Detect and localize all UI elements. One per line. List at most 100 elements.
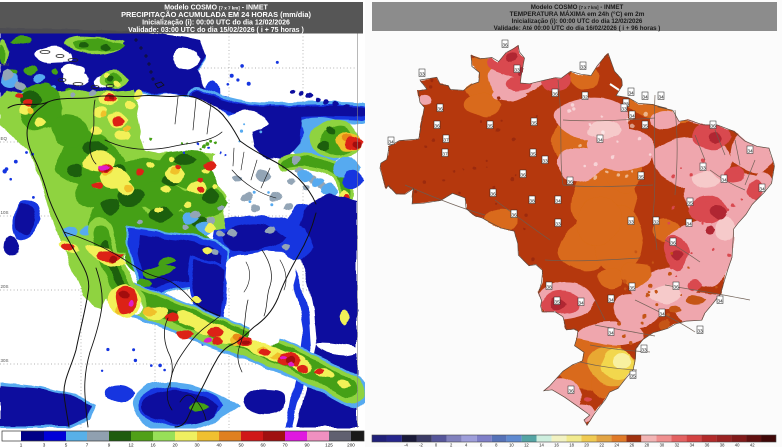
svg-text:Validade: 03:00 UTC do dia 15/: Validade: 03:00 UTC do dia 15/02/2026 ( … — [128, 27, 304, 34]
svg-text:16: 16 — [150, 443, 156, 447]
svg-text:33: 33 — [700, 165, 706, 171]
svg-text:35: 35 — [530, 151, 536, 157]
svg-text:90: 90 — [304, 443, 310, 447]
svg-text:34: 34 — [747, 148, 753, 154]
svg-text:50: 50 — [238, 443, 244, 447]
svg-text:20S: 20S — [1, 284, 9, 289]
svg-text:10N: 10N — [1, 62, 9, 67]
svg-text:Inicialização (i): 00:00 UTC d: Inicialização (i): 00:00 UTC do dia 12/0… — [512, 18, 643, 25]
svg-text:28: 28 — [644, 443, 649, 447]
svg-text:35: 35 — [642, 123, 648, 129]
svg-text:34: 34 — [686, 221, 692, 227]
svg-text:30S: 30S — [1, 358, 9, 363]
svg-text:5: 5 — [65, 443, 68, 447]
svg-text:30: 30 — [660, 443, 665, 447]
svg-text:35: 35 — [487, 123, 493, 129]
svg-text:-2: -2 — [419, 443, 423, 447]
svg-text:33: 33 — [641, 347, 647, 353]
svg-text:32: 32 — [582, 94, 588, 100]
svg-text:33: 33 — [580, 64, 586, 70]
svg-text:70: 70 — [282, 443, 288, 447]
svg-text:Inicialização (i): 00:00 UTC d: Inicialização (i): 00:00 UTC do dia 12/0… — [142, 20, 290, 27]
svg-text:0: 0 — [435, 443, 438, 447]
svg-text:36: 36 — [673, 284, 679, 290]
svg-text:33: 33 — [542, 158, 548, 164]
svg-text:36: 36 — [710, 123, 716, 129]
svg-text:34: 34 — [555, 198, 561, 204]
svg-text:36: 36 — [520, 172, 526, 178]
svg-text:34: 34 — [721, 177, 727, 183]
svg-text:36: 36 — [670, 240, 676, 246]
svg-text:1: 1 — [20, 443, 23, 447]
svg-text:32: 32 — [675, 443, 680, 447]
svg-text:26: 26 — [629, 443, 634, 447]
svg-text:34: 34 — [759, 186, 765, 192]
svg-text:200: 200 — [347, 443, 355, 447]
svg-text:36: 36 — [552, 91, 558, 97]
svg-text:33: 33 — [555, 221, 561, 227]
svg-text:125: 125 — [325, 443, 333, 447]
svg-text:35: 35 — [531, 120, 537, 126]
svg-text:Modelo COSMO [7 x 7 km] - INME: Modelo COSMO [7 x 7 km] - INMET — [164, 5, 268, 12]
svg-text:38: 38 — [720, 443, 725, 447]
svg-text:2: 2 — [450, 443, 453, 447]
svg-text:8: 8 — [495, 443, 498, 447]
svg-text:34: 34 — [658, 94, 664, 100]
svg-text:20: 20 — [172, 443, 178, 447]
svg-text:36: 36 — [567, 179, 573, 185]
svg-text:34: 34 — [659, 311, 665, 317]
svg-text:35: 35 — [629, 285, 635, 291]
svg-text:3: 3 — [43, 443, 46, 447]
svg-text:34: 34 — [717, 298, 723, 304]
svg-text:12: 12 — [524, 443, 529, 447]
svg-text:34: 34 — [388, 139, 394, 145]
svg-text:33: 33 — [697, 328, 703, 334]
svg-text:34: 34 — [642, 94, 648, 100]
svg-text:36: 36 — [434, 123, 440, 129]
svg-text:EQ: EQ — [1, 136, 8, 141]
svg-text:33: 33 — [514, 67, 520, 73]
svg-text:30: 30 — [194, 443, 200, 447]
svg-text:37: 37 — [443, 137, 449, 143]
svg-text:34: 34 — [608, 297, 614, 303]
svg-text:34: 34 — [597, 137, 603, 143]
svg-text:34: 34 — [608, 330, 614, 336]
svg-text:Modelo COSMO [7 x 7 km] - INME: Modelo COSMO [7 x 7 km] - INMET — [531, 4, 624, 11]
svg-text:36: 36 — [568, 388, 574, 394]
svg-text:PRECIPITAÇÃO ACUMULADA EM 24 H: PRECIPITAÇÃO ACUMULADA EM 24 HORAS (mm/d… — [121, 10, 311, 19]
svg-text:34: 34 — [690, 443, 695, 447]
svg-text:60: 60 — [260, 443, 266, 447]
svg-text:37: 37 — [442, 151, 448, 157]
svg-text:36: 36 — [437, 106, 443, 112]
svg-text:42: 42 — [750, 443, 755, 447]
svg-text:-4: -4 — [404, 443, 408, 447]
svg-text:16: 16 — [554, 443, 559, 447]
svg-text:24: 24 — [614, 443, 619, 447]
svg-text:9: 9 — [108, 443, 111, 447]
svg-text:33: 33 — [419, 71, 425, 77]
svg-text:35: 35 — [638, 174, 644, 180]
svg-text:34: 34 — [628, 90, 634, 96]
svg-text:38: 38 — [546, 284, 552, 290]
svg-text:35: 35 — [687, 200, 693, 206]
svg-text:TEMPERATURA MÁXIMA em 24h (°C): TEMPERATURA MÁXIMA em 24h (°C) em 2m — [510, 9, 645, 18]
svg-text:36: 36 — [705, 443, 710, 447]
svg-text:4: 4 — [465, 443, 468, 447]
svg-text:32: 32 — [653, 219, 659, 225]
svg-text:36: 36 — [511, 212, 517, 218]
svg-text:34: 34 — [578, 300, 584, 306]
svg-text:14: 14 — [539, 443, 544, 447]
svg-text:35: 35 — [630, 373, 636, 379]
svg-text:12: 12 — [128, 443, 134, 447]
svg-text:34: 34 — [629, 113, 635, 119]
svg-text:33: 33 — [621, 106, 627, 112]
svg-text:38: 38 — [529, 198, 535, 204]
svg-text:6: 6 — [480, 443, 483, 447]
svg-text:33: 33 — [628, 219, 634, 225]
svg-text:22: 22 — [599, 443, 604, 447]
svg-text:40: 40 — [216, 443, 222, 447]
svg-text:Validade: Até 00:00 UTC do dia: Validade: Até 00:00 UTC do dia 16/02/202… — [494, 25, 661, 32]
svg-text:18: 18 — [569, 443, 574, 447]
svg-text:36: 36 — [502, 42, 508, 48]
svg-text:10: 10 — [509, 443, 514, 447]
